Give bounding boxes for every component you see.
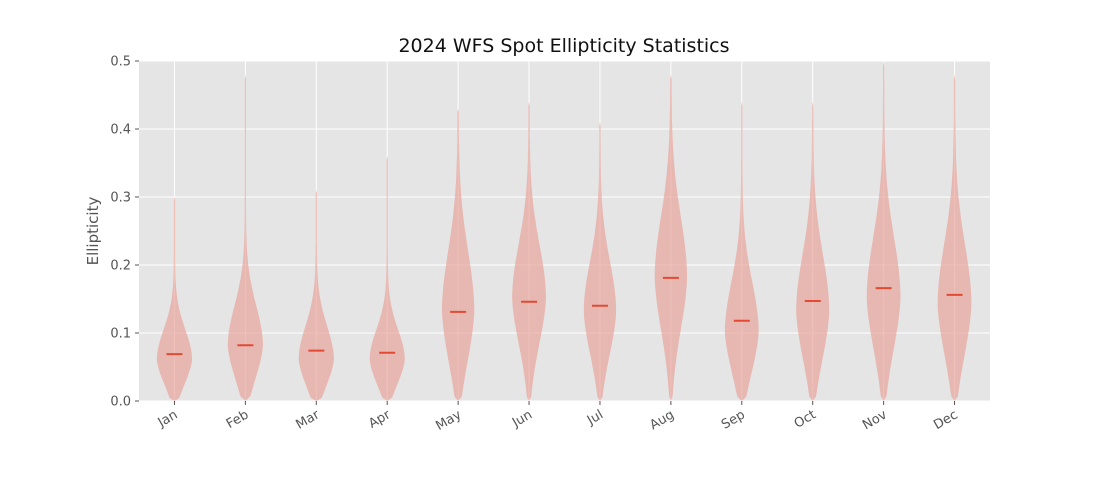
y-axis-label: Ellipticity <box>84 197 102 266</box>
y-tick-label: 0.0 <box>110 395 131 410</box>
x-tick-label: Jun <box>509 407 535 431</box>
violin-jun <box>512 101 546 402</box>
x-tick-label: May <box>433 407 464 434</box>
violin-may <box>441 108 475 401</box>
x-tick-label: Nov <box>860 407 890 433</box>
violin-nov <box>866 61 901 401</box>
violins <box>156 61 972 402</box>
median-markers <box>166 276 963 356</box>
y-tick-label: 0.4 <box>110 123 131 138</box>
y-tick-label: 0.5 <box>110 55 131 70</box>
y-tick-label: 0.2 <box>110 259 131 274</box>
x-axis-ticks: Jan Feb Mar Apr May Jun Jul Aug Sep Oct Nov Dec <box>155 401 961 434</box>
violin-apr <box>369 156 405 401</box>
violin-aug <box>654 74 688 401</box>
violin-jan <box>156 197 193 401</box>
violin-dec <box>937 74 972 401</box>
violin-feb <box>227 74 263 401</box>
x-tick-label: Aug <box>647 407 676 433</box>
plot-area <box>139 61 990 401</box>
x-tick-label: Feb <box>224 407 251 432</box>
y-tick-label: 0.3 <box>110 191 131 206</box>
violin-oct <box>796 101 830 402</box>
chart-title: 2024 WFS Spot Ellipticity Statistics <box>398 35 729 57</box>
y-tick-label: 0.1 <box>110 327 131 342</box>
x-tick-label: Sep <box>719 407 748 432</box>
x-tick-label: Jan <box>155 407 181 431</box>
x-tick-label: Mar <box>294 407 323 433</box>
violin-jul <box>583 122 617 401</box>
x-tick-label: Dec <box>931 407 960 433</box>
x-tick-label: Jul <box>584 407 606 428</box>
x-tick-label: Apr <box>366 407 394 432</box>
violin-sep <box>724 101 759 402</box>
violin-mar <box>298 190 334 401</box>
y-axis-ticks: 0.0 0.1 0.2 0.3 0.4 0.5 <box>110 55 139 410</box>
x-tick-label: Oct <box>792 407 819 431</box>
